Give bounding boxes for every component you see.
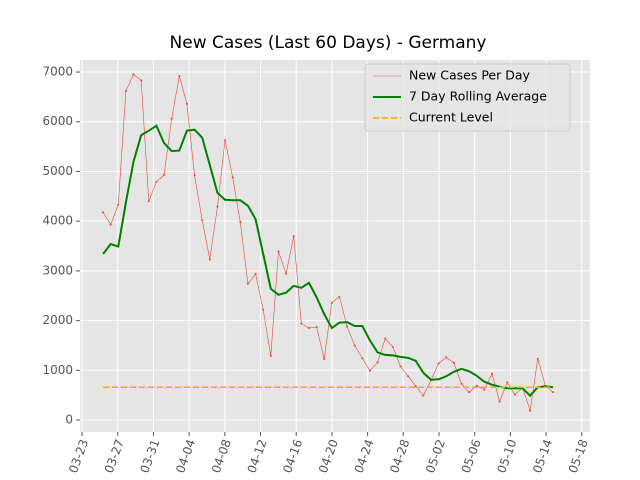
data-point: [292, 235, 295, 238]
y-tick-label: 6000: [42, 114, 73, 128]
data-point: [368, 369, 371, 372]
data-point: [269, 354, 272, 357]
x-tick-label: 03-27: [102, 437, 127, 475]
series-line: [102, 74, 554, 411]
data-point: [498, 400, 501, 403]
y-tick-label: 3000: [42, 263, 73, 277]
data-point: [552, 391, 555, 394]
data-point: [193, 174, 196, 177]
x-tick-label: 05-18: [566, 437, 591, 475]
data-point: [323, 357, 326, 360]
data-point: [422, 394, 425, 397]
y-tick-label: 7000: [42, 65, 73, 79]
data-point: [384, 337, 387, 340]
y-tick-label: 4000: [42, 214, 73, 228]
data-point: [445, 356, 448, 359]
data-point: [483, 388, 486, 391]
data-point: [391, 345, 394, 348]
x-tick-label: 03-31: [137, 437, 162, 475]
data-point: [414, 385, 417, 388]
data-point: [437, 362, 440, 365]
data-point: [460, 382, 463, 385]
legend-label: 7 Day Rolling Average: [409, 89, 547, 104]
data-point: [361, 357, 364, 360]
data-point: [208, 258, 211, 261]
data-point: [307, 327, 310, 330]
x-tick-label: 04-16: [280, 437, 305, 475]
x-tick-label: 03-23: [66, 437, 91, 475]
data-point: [231, 176, 234, 179]
data-point: [452, 361, 455, 364]
data-point: [277, 250, 280, 253]
data-point: [178, 75, 181, 78]
series-line: [102, 124, 554, 398]
data-point: [155, 180, 158, 183]
data-point: [285, 272, 288, 275]
data-point: [109, 223, 112, 226]
x-tick-label: 04-04: [173, 437, 198, 475]
data-point: [170, 117, 173, 120]
data-point: [399, 365, 402, 368]
data-point: [147, 200, 150, 203]
data-point: [475, 384, 478, 387]
data-point: [140, 79, 143, 82]
data-point: [407, 375, 410, 378]
data-point: [536, 357, 539, 360]
y-tick-label: 2000: [42, 313, 73, 327]
data-point: [224, 139, 227, 142]
x-tick-label: 05-14: [530, 437, 555, 475]
data-point: [353, 344, 356, 347]
chart-title: New Cases (Last 60 Days) - Germany: [170, 33, 487, 53]
data-point: [239, 221, 242, 224]
data-point: [490, 372, 493, 375]
y-tick-label: 1000: [42, 363, 73, 377]
data-point: [246, 282, 249, 285]
data-point: [254, 272, 257, 275]
legend-box: [364, 63, 571, 132]
data-point: [185, 102, 188, 105]
data-point: [529, 409, 532, 412]
legend-label: Current Level: [409, 110, 493, 125]
data-point: [117, 203, 120, 206]
data-point: [513, 393, 516, 396]
x-tick-label: 04-24: [352, 437, 377, 475]
data-point: [216, 205, 219, 208]
data-point: [338, 295, 341, 298]
data-point: [163, 173, 166, 176]
legend-label: New Cases Per Day: [409, 68, 530, 83]
x-tick-label: 04-20: [316, 437, 341, 475]
x-tick-label: 04-08: [209, 437, 234, 475]
data-point: [132, 73, 135, 76]
x-tick-label: 04-28: [387, 437, 412, 475]
y-tick-label: 0: [65, 413, 73, 427]
data-point: [330, 301, 333, 304]
x-tick-label: 04-12: [245, 437, 270, 475]
data-point: [506, 381, 509, 384]
data-point: [201, 219, 204, 222]
data-point: [468, 391, 471, 394]
y-tick-label: 5000: [42, 164, 73, 178]
x-tick-label: 05-10: [494, 437, 519, 475]
data-point: [262, 308, 265, 311]
data-point: [102, 211, 105, 214]
data-point: [346, 325, 349, 328]
data-point: [300, 322, 303, 325]
x-tick-label: 05-06: [459, 437, 484, 475]
data-point: [124, 89, 127, 92]
data-point: [315, 326, 318, 329]
x-tick-label: 05-02: [423, 437, 448, 475]
data-point: [376, 361, 379, 364]
